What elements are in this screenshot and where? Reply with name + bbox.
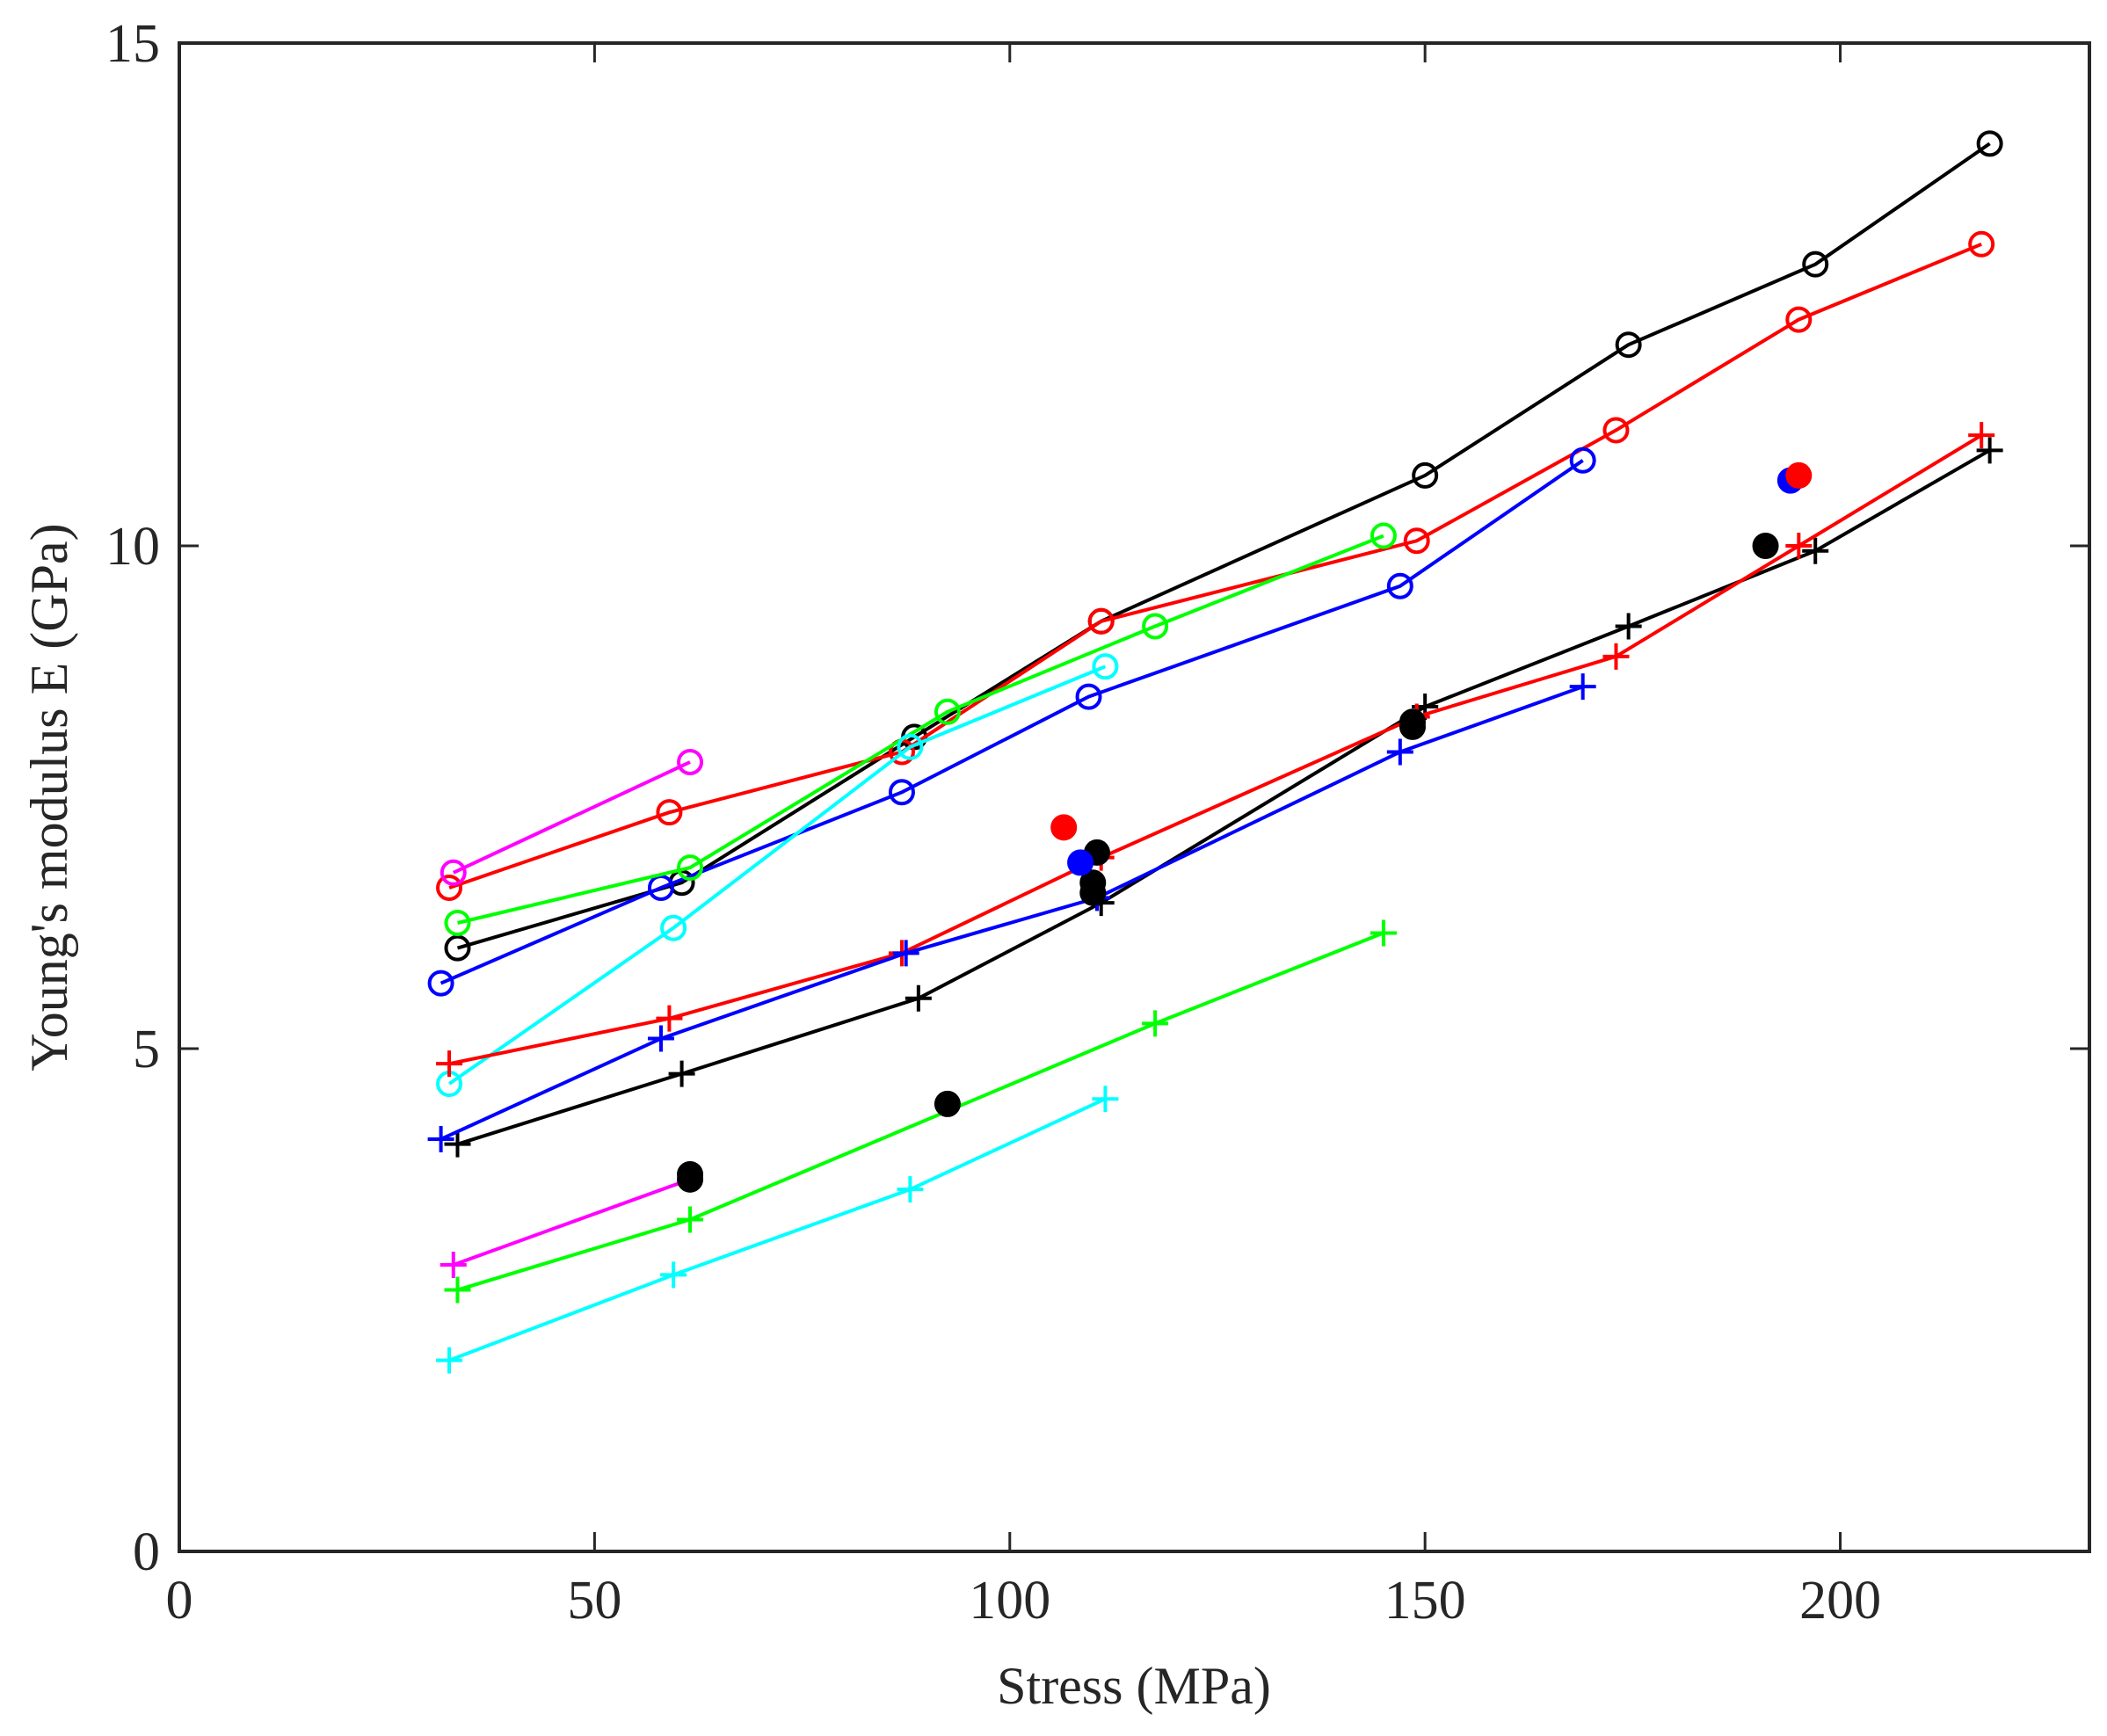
data-point-circle: [660, 914, 687, 941]
series-black-circle: [444, 130, 2003, 962]
data-point-circle: [677, 854, 704, 882]
data-point-circle: [888, 779, 915, 806]
data-point-plus: [444, 1130, 471, 1158]
data-point-circle: [1142, 613, 1169, 640]
data-point-plus: [1615, 613, 1642, 640]
data-point-plus: [677, 1206, 704, 1233]
data-point-circle: [444, 934, 471, 962]
data-point-plus: [897, 1176, 924, 1203]
series-line: [456, 931, 1384, 1292]
series-cyan-plus: [436, 1086, 1119, 1374]
series-line: [440, 685, 1584, 1141]
data-point-plus: [1802, 537, 1829, 564]
filled-data-point: [1050, 814, 1078, 841]
data-point-circle: [1403, 527, 1430, 555]
filled-data-point: [1067, 849, 1094, 876]
data-point-circle: [656, 799, 683, 826]
y-axis-label: Young's modulus E (GPa): [20, 523, 78, 1071]
data-point-circle: [440, 859, 467, 886]
y-tick-label: 15: [105, 14, 160, 74]
data-point-plus: [656, 1005, 683, 1032]
data-point-circle: [1802, 251, 1829, 278]
plot-frame: [178, 41, 2091, 1553]
x-tick-label: 100: [969, 1571, 1050, 1631]
data-point-plus: [1569, 673, 1596, 701]
data-point-plus: [436, 1347, 463, 1374]
data-point-circle: [1569, 447, 1596, 474]
data-point-plus: [1142, 1010, 1169, 1037]
series-green-circle: [444, 522, 1397, 936]
data-point-circle: [1602, 417, 1630, 444]
x-tick-label: 50: [567, 1571, 621, 1631]
data-point-plus: [1370, 919, 1397, 947]
data-point-circle: [934, 698, 961, 725]
filled-data-point: [1399, 708, 1427, 736]
data-point-circle: [1386, 572, 1413, 599]
data-point-plus: [444, 1276, 471, 1304]
data-point-circle: [1785, 306, 1813, 333]
filled-data-point: [1079, 869, 1107, 897]
series-line: [456, 142, 1991, 950]
y-axis-ticks: 0 5 10 15: [105, 14, 2089, 1582]
x-tick-label: 200: [1799, 1571, 1881, 1631]
data-point-plus: [440, 1251, 467, 1278]
series-magenta-circle: [440, 748, 704, 886]
y-tick-label: 10: [105, 517, 160, 577]
data-point-circle: [1087, 607, 1115, 635]
series-line: [440, 459, 1584, 985]
data-point-circle: [444, 910, 471, 936]
data-point-circle: [1968, 230, 1995, 258]
data-point-plus: [647, 1025, 674, 1052]
series-line: [447, 665, 1107, 1086]
data-point-plus: [668, 1060, 695, 1087]
series-line: [456, 448, 1991, 1146]
y-tick-label: 5: [133, 1020, 160, 1079]
data-point-plus: [427, 1125, 454, 1152]
y-tick-label: 0: [133, 1522, 160, 1582]
series-cyan-circle: [436, 653, 1119, 1098]
data-point-plus: [892, 940, 919, 967]
series-line: [452, 760, 691, 875]
data-point-circle: [436, 874, 463, 901]
filled-data-point: [1785, 461, 1813, 489]
series-line: [448, 1097, 1107, 1362]
data-point-circle: [1075, 683, 1102, 710]
x-axis-label: Stress (MPa): [997, 1657, 1271, 1715]
filled-points-layer: [677, 461, 1813, 1193]
data-point-plus: [660, 1261, 687, 1289]
data-point-plus: [436, 1050, 463, 1078]
x-tick-label: 0: [166, 1571, 193, 1631]
series-line: [448, 433, 1983, 1066]
data-point-plus: [1968, 422, 1995, 449]
data-point-plus: [1976, 437, 2003, 464]
series-layer: [427, 130, 2003, 1374]
data-point-circle: [1615, 331, 1642, 359]
data-point-plus: [1785, 533, 1813, 559]
filled-data-point: [677, 1166, 704, 1193]
series-line: [457, 534, 1384, 925]
x-axis-ticks: 0 50 100 150 200: [166, 43, 1881, 1631]
data-point-circle: [1976, 130, 2003, 157]
x-tick-label: 150: [1384, 1571, 1466, 1631]
series-blue-circle: [427, 447, 1596, 997]
data-point-circle: [677, 748, 704, 775]
series-line: [448, 242, 1982, 890]
data-point-plus: [1386, 738, 1413, 766]
series-line: [453, 1177, 691, 1267]
data-point-plus: [1602, 643, 1630, 670]
data-point-circle: [1092, 653, 1119, 680]
filled-data-point: [1752, 533, 1779, 559]
data-point-plus: [1092, 1086, 1119, 1113]
data-point-circle: [427, 970, 454, 997]
filled-data-point: [934, 1090, 961, 1117]
series-green-plus: [444, 919, 1397, 1304]
series-black-plus: [444, 437, 2003, 1158]
data-point-circle: [1370, 522, 1397, 549]
data-point-plus: [905, 984, 932, 1012]
series-red-circle: [436, 230, 1995, 901]
data-point-circle: [1412, 461, 1439, 489]
plot-area: [178, 41, 2091, 1553]
data-point-circle: [897, 733, 924, 760]
